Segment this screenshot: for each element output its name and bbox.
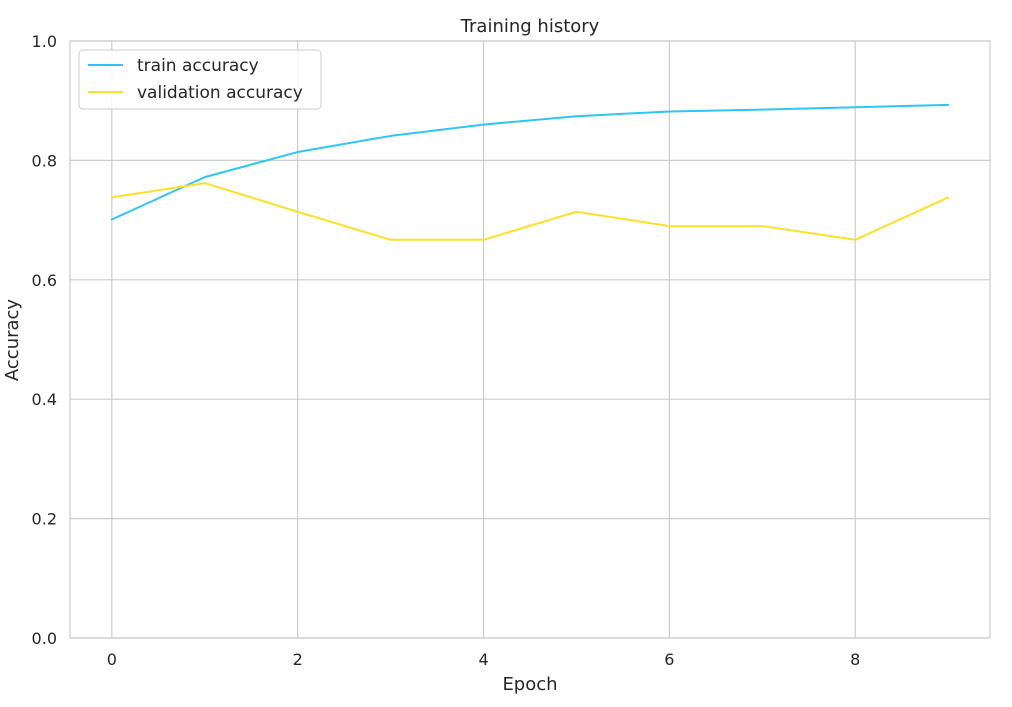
plot-area <box>69 40 991 639</box>
legend-label-validation-accuracy: validation accuracy <box>137 83 303 103</box>
series-lines <box>110 103 950 241</box>
legend: train accuracy validation accuracy <box>78 49 322 110</box>
y-tick-label: 0.0 <box>32 629 57 648</box>
legend-label-train-accuracy: train accuracy <box>137 56 259 76</box>
tick-labels: 0 2 4 6 8 0.0 0.2 0.4 0.6 0.8 1.0 <box>32 32 861 669</box>
series-line-validation-accuracy <box>110 182 950 241</box>
y-tick-label: 0.2 <box>32 510 57 529</box>
y-tick-label: 1.0 <box>32 32 57 51</box>
y-axis-title: Accuracy <box>2 299 23 382</box>
chart-title: Training history <box>460 16 600 37</box>
x-tick-label: 4 <box>478 650 488 669</box>
x-tick-label: 0 <box>107 650 117 669</box>
x-tick-label: 2 <box>293 650 303 669</box>
x-tick-label: 6 <box>664 650 674 669</box>
grid-lines <box>70 40 990 639</box>
series-line-train-accuracy <box>110 103 950 221</box>
y-tick-label: 0.4 <box>32 390 57 409</box>
x-axis-title: Epoch <box>502 674 557 695</box>
x-tick-label: 8 <box>850 650 860 669</box>
legend-box <box>78 49 322 110</box>
y-tick-label: 0.6 <box>32 271 57 290</box>
y-tick-label: 0.8 <box>32 151 57 170</box>
